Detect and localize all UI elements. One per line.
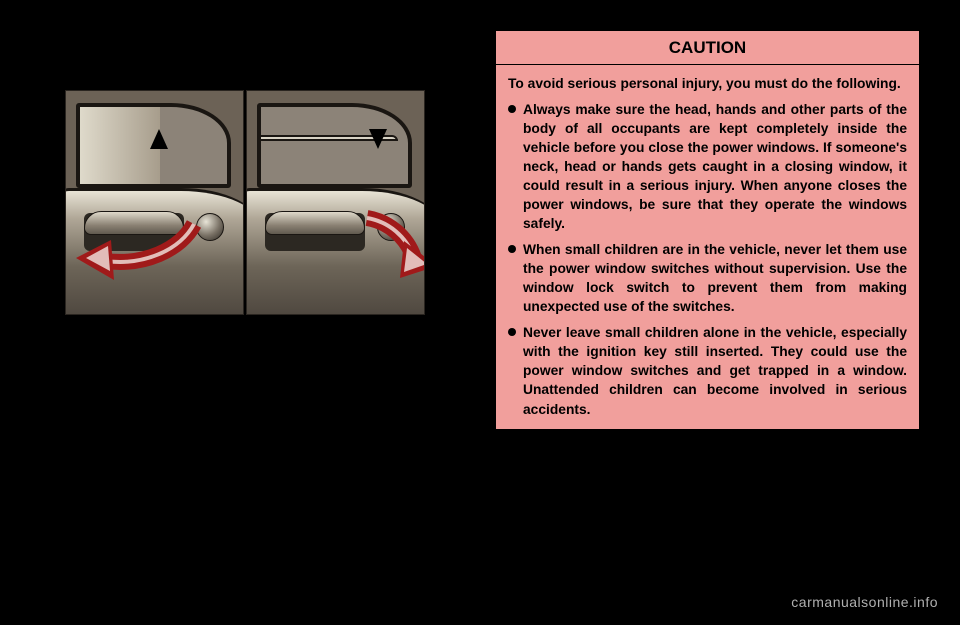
left-column [0, 0, 480, 625]
turn-arrow-ccw-icon [76, 206, 206, 286]
door-illustration [65, 90, 425, 315]
window-outline-left [76, 103, 231, 188]
caution-bullet: When small children are in the vehicle, … [508, 240, 907, 316]
window-outline-right [257, 103, 412, 188]
caution-body: To avoid serious personal injury, you mu… [496, 65, 919, 429]
caution-list: Always make sure the head, hands and oth… [508, 100, 907, 419]
right-column: CAUTION To avoid serious personal injury… [480, 0, 960, 625]
door-handle-right [265, 211, 365, 235]
arrow-up-icon [150, 129, 168, 149]
watermark-text: carmanualsonline.info [791, 594, 938, 610]
glass-shade [80, 107, 160, 184]
caution-heading: CAUTION [496, 31, 919, 65]
caution-bullet: Always make sure the head, hands and oth… [508, 100, 907, 233]
caution-intro: To avoid serious personal injury, you mu… [508, 74, 907, 93]
panel-window-close [65, 90, 244, 315]
caution-bullet: Never leave small children alone in the … [508, 323, 907, 418]
arrow-down-icon [369, 129, 387, 149]
caution-box: CAUTION To avoid serious personal injury… [495, 30, 920, 430]
page-root: CAUTION To avoid serious personal injury… [0, 0, 960, 625]
turn-arrow-cw-icon [362, 206, 425, 286]
panel-window-open [246, 90, 425, 315]
